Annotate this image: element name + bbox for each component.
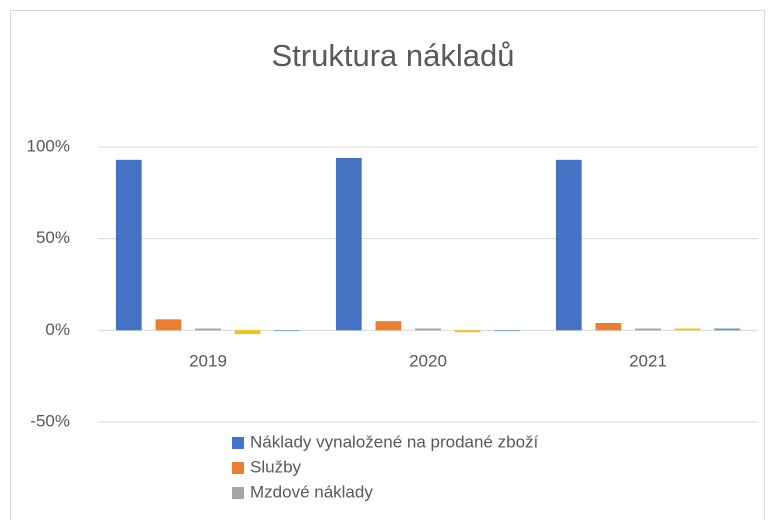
legend-label: Služby [250,457,302,476]
y-tick-label: -50% [30,411,70,430]
bar [234,330,261,334]
bar [714,328,741,331]
bar [494,330,521,332]
bar [635,328,661,331]
bar [195,328,221,331]
bar [674,328,701,331]
x-tick-label: 2021 [629,351,667,370]
legend-swatch [232,487,244,499]
chart-title: Struktura nákladů [272,38,515,73]
bar [115,159,142,331]
bar [155,319,182,331]
legend-swatch [232,437,244,449]
x-tick-label: 2019 [189,351,227,370]
legend-swatch [232,462,244,474]
bar [274,330,301,332]
bar [375,321,402,331]
bar [335,158,362,331]
y-tick-label: 50% [36,228,70,247]
bar [415,328,441,331]
bar [454,330,481,333]
bar [595,323,622,331]
legend-label: Mzdové náklady [250,482,373,501]
bar [555,159,582,331]
y-tick-label: 0% [45,320,70,339]
legend-label: Náklady vynaložené na prodané zboží [250,432,539,451]
x-tick-label: 2020 [409,351,447,370]
y-tick-label: 100% [27,136,70,155]
